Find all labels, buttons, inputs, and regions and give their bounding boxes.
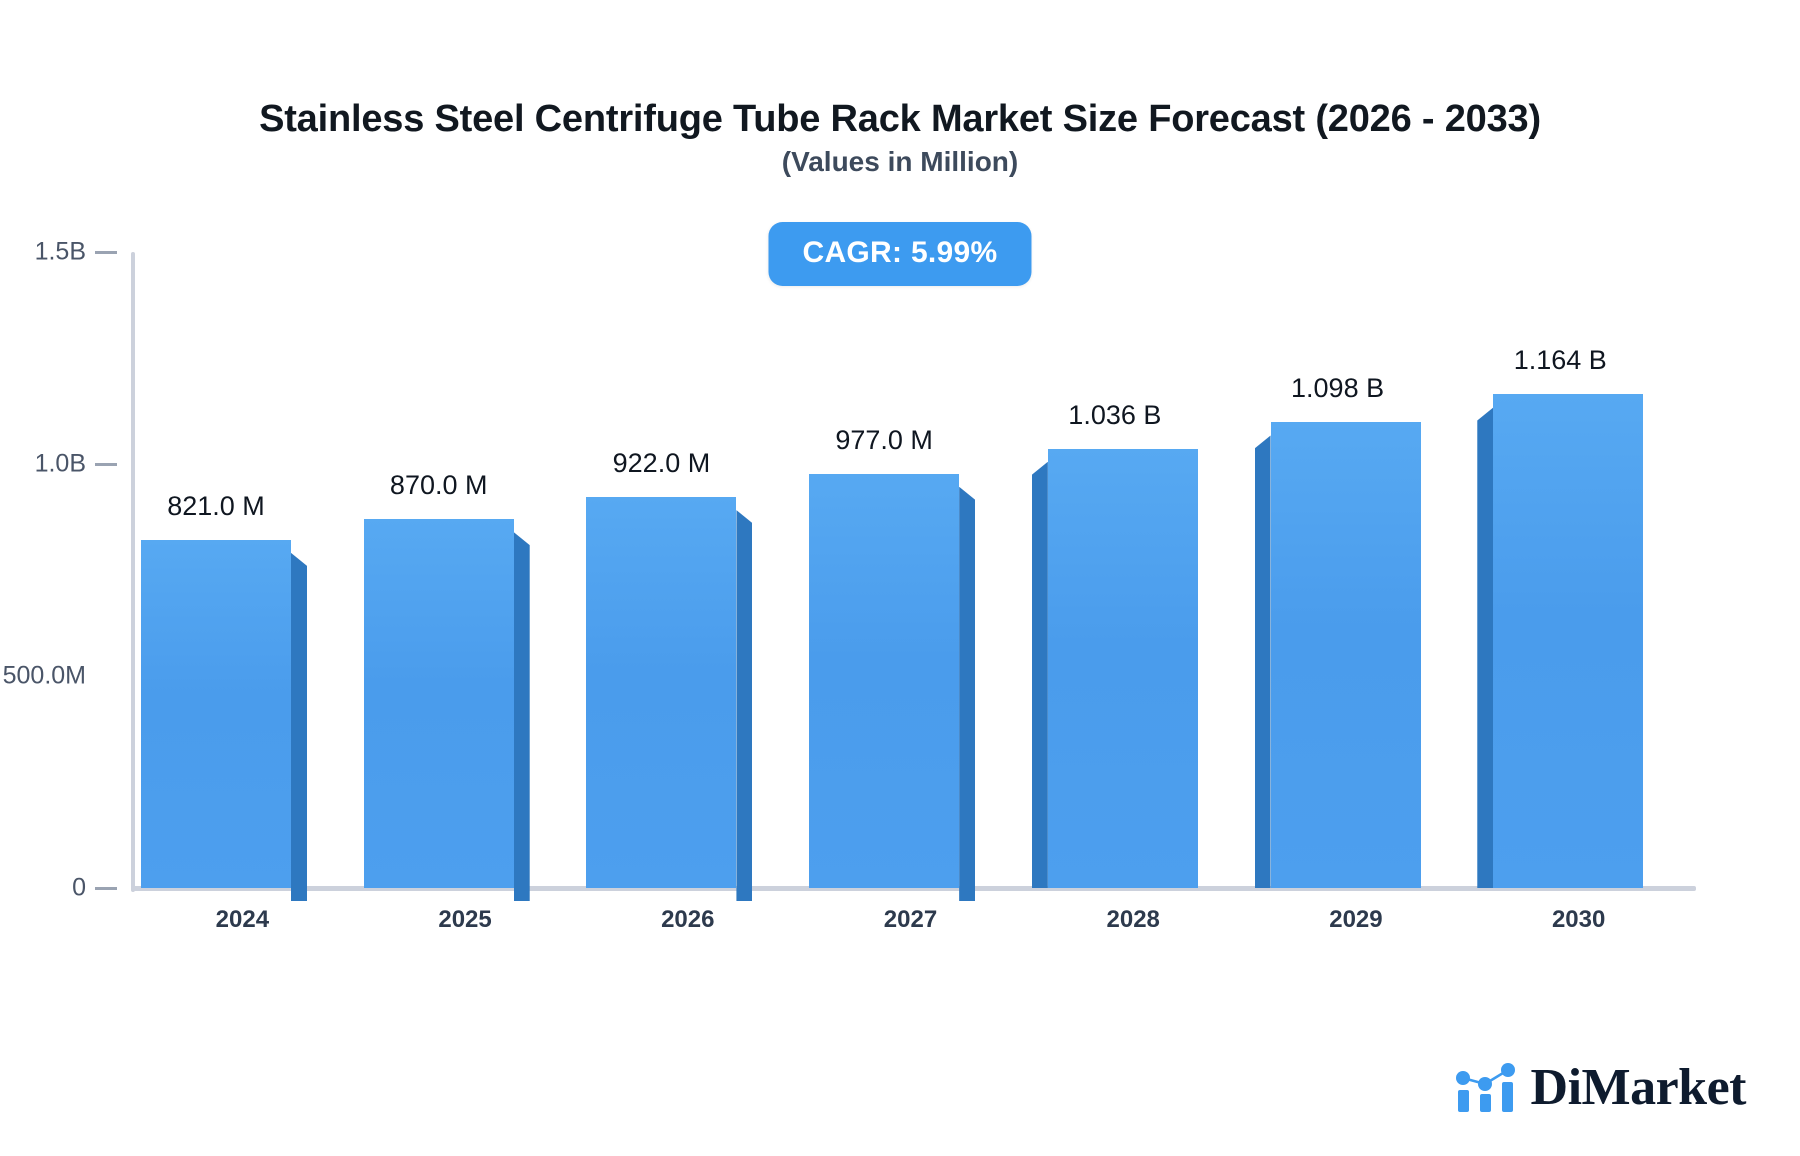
bar[interactable] [809,473,976,901]
bar-slot: 922.0 M [586,252,753,901]
bar-3d-shade [736,510,753,901]
bar-value-label: 1.036 B [1068,399,1162,430]
y-axis-label: 1.5B [34,237,86,266]
bar[interactable] [141,539,307,901]
bar-slot: 1.098 B [1254,252,1421,888]
bar-value-label: 977.0 M [835,424,933,455]
bar[interactable] [1477,394,1644,888]
x-axis-label: 2027 [883,906,938,933]
bar-slot: 821.0 M [141,252,307,901]
bar-face [141,539,291,888]
bar-face [1270,422,1421,888]
bar-face [1493,394,1644,888]
bar-3d-shade [959,486,976,901]
bar[interactable] [1254,422,1421,888]
x-axis-label: 2028 [1106,906,1160,933]
cagr-badge: CAGR: 5.99% [768,222,1032,286]
y-axis-tick [95,463,117,466]
y-axis-label: 0 [72,873,86,902]
y-axis-line [131,252,135,892]
bar-3d-shade [291,552,307,901]
bar[interactable] [586,497,753,901]
bar-face [363,519,514,888]
bar-slot: 1.164 B [1477,252,1644,888]
bar-3d-shade [513,532,530,901]
x-axis-line [131,886,1696,891]
bar-value-label: 1.098 B [1291,373,1385,404]
bar-value-label: 870.0 M [389,470,488,501]
bar-face [586,497,737,888]
bar-chart-logo-icon [1455,1063,1515,1112]
bar-3d-shade [1477,407,1494,888]
bar-face [809,473,960,888]
y-axis-label: 1.0B [34,449,86,478]
bar[interactable] [1031,448,1198,888]
x-axis-label: 2026 [661,906,715,933]
x-axis-label: 2024 [215,906,270,933]
brand-logo: DiMarket [1455,1059,1747,1116]
bar-value-label: 1.164 B [1513,345,1607,376]
brand-name: DiMarket [1530,1059,1747,1116]
y-axis-tick [95,251,117,254]
chart-subtitle: (Values in Million) [781,146,1019,177]
bar-face [1047,448,1198,888]
plot-area: 821.0 M 870.0 M 922.0 M 977.0 M 1.036 B 1.098… [131,252,1690,901]
bar-value-label: 821.0 M [167,490,265,521]
bar-slot: 1.036 B [1031,252,1198,888]
bar[interactable] [363,519,530,901]
bar-value-label: 922.0 M [612,448,711,479]
x-axis-label: 2025 [438,906,492,933]
x-axis-label: 2030 [1551,906,1606,933]
bar-3d-shade [1031,461,1048,888]
y-axis-label: 500.0M [2,661,86,690]
y-axis-tick [95,887,117,890]
chart-title: Stainless Steel Centrifuge Tube Rack Mar… [259,98,1541,140]
x-axis-label: 2029 [1329,906,1383,933]
bar-slot: 977.0 M [809,252,976,901]
bar-slot: 870.0 M [363,252,530,901]
bar-3d-shade [1254,435,1271,888]
